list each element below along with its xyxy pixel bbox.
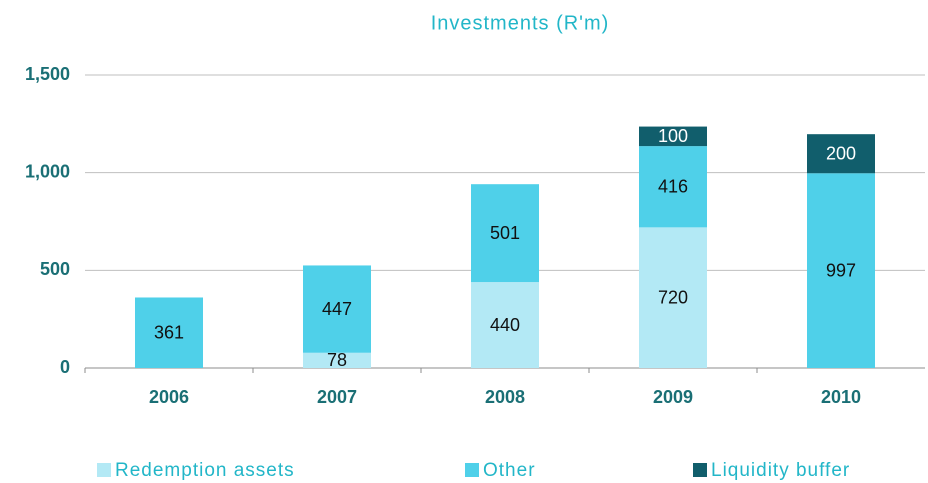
y-tick-label: 500 [40, 259, 70, 279]
bar-segment [471, 184, 539, 283]
legend-swatch [465, 463, 479, 477]
x-tick-label: 2010 [821, 387, 861, 407]
data-label: 100 [658, 126, 688, 146]
bar-segment [303, 265, 371, 353]
data-label: 200 [826, 143, 856, 163]
legend-label: Liquidity buffer [711, 460, 850, 481]
legend-swatch [693, 463, 707, 477]
y-tick-label: 0 [60, 357, 70, 377]
legend-label: Redemption assets [115, 460, 295, 481]
data-label: 416 [658, 176, 688, 196]
data-label: 720 [658, 287, 688, 307]
bar-segment [639, 126, 707, 147]
bar-segment [807, 173, 875, 368]
bar-segment [807, 134, 875, 174]
chart-title: Investments (R'm) [431, 12, 610, 34]
data-label: 440 [490, 315, 520, 335]
x-tick-label: 2008 [485, 387, 525, 407]
data-label: 447 [322, 299, 352, 319]
y-tick-label: 1,500 [25, 64, 70, 84]
data-label: 997 [826, 260, 856, 280]
data-label: 78 [327, 350, 347, 370]
data-label: 361 [154, 322, 184, 342]
y-tick-label: 1,000 [25, 161, 70, 181]
legend-label: Other [483, 460, 536, 481]
bar-segment [471, 282, 539, 368]
x-tick-label: 2007 [317, 387, 357, 407]
bar-segment [303, 352, 371, 368]
bar-segment [639, 146, 707, 228]
data-label: 501 [490, 223, 520, 243]
bar-segment [135, 297, 203, 368]
bar-segment [639, 227, 707, 368]
x-tick-label: 2009 [653, 387, 693, 407]
x-tick-label: 2006 [149, 387, 189, 407]
legend-swatch [97, 463, 111, 477]
